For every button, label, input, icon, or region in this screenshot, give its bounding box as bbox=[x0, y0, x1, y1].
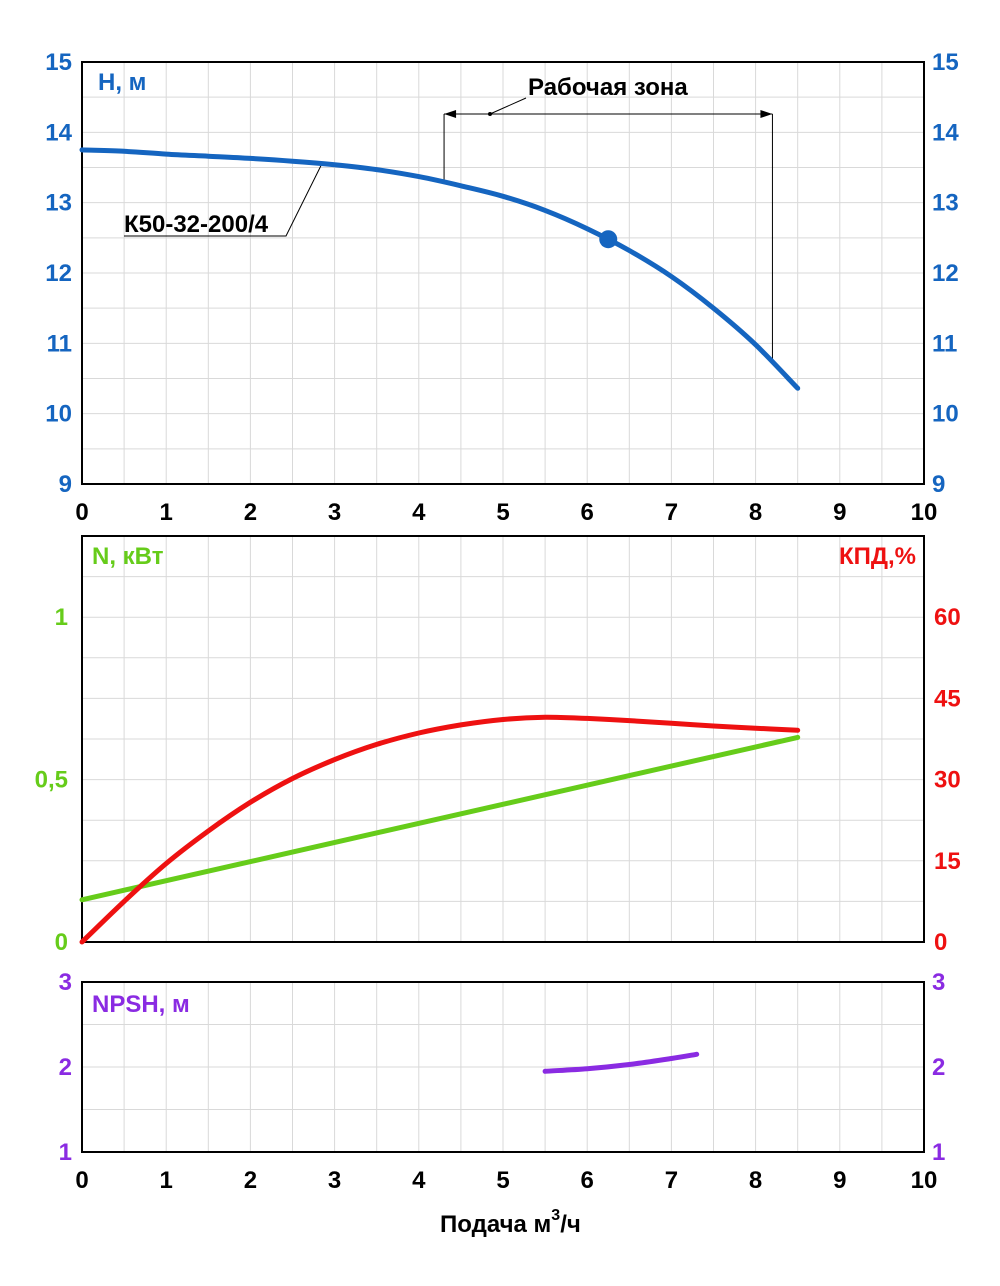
x-axis-title-superscript: 3 bbox=[551, 1207, 560, 1224]
head-panel-frame bbox=[81, 61, 925, 485]
head-y-tick-right: 10 bbox=[932, 401, 959, 428]
model-leader bbox=[124, 163, 323, 237]
npsh-axis-label: NPSH, м bbox=[92, 991, 190, 1018]
head-x-tick: 3 bbox=[328, 499, 341, 526]
head-y-tick-right: 11 bbox=[932, 330, 957, 357]
npsh-y-tick-right: 1 bbox=[932, 1139, 945, 1166]
working-zone-arrow-left bbox=[444, 110, 457, 118]
npsh-curve bbox=[542, 1051, 700, 1074]
npsh-panel: 1 12 23 30 1 2 3 4 5 6 7 8 9 10 NPSH, м bbox=[59, 969, 946, 1194]
head-x-tick: 2 bbox=[244, 499, 257, 526]
npsh-x-tick: 2 bbox=[244, 1167, 257, 1194]
head-y-tick-right: 12 bbox=[932, 260, 959, 287]
npsh-panel-frame bbox=[81, 981, 925, 1153]
head-y-tick-left: 12 bbox=[45, 260, 72, 287]
power-efficiency-panel: 0 0,5 1 0 15 30 45 60 N, кВт КПД,% bbox=[35, 535, 961, 956]
npsh-x-tick: 6 bbox=[581, 1167, 594, 1194]
head-y-tick-left: 11 bbox=[47, 330, 72, 357]
power-y-tick: 0 bbox=[55, 929, 68, 956]
head-x-tick: 4 bbox=[412, 499, 426, 526]
head-x-tick: 7 bbox=[665, 499, 678, 526]
head-y-tick-left: 15 bbox=[45, 49, 72, 76]
head-axis-label: H, м bbox=[98, 69, 146, 96]
npsh-y-tick-left: 3 bbox=[59, 969, 72, 996]
head-y-tick-right: 15 bbox=[932, 49, 959, 76]
npsh-x-tick: 3 bbox=[328, 1167, 341, 1194]
working-zone-leader bbox=[489, 97, 527, 115]
head-y-tick-left: 9 bbox=[59, 471, 72, 498]
head-y-tick-right: 14 bbox=[932, 119, 959, 146]
power-efficiency-panel-frame bbox=[81, 535, 925, 943]
efficiency-y-tick: 60 bbox=[934, 604, 961, 631]
npsh-x-tick: 0 bbox=[75, 1167, 88, 1194]
npsh-y-tick-left: 1 bbox=[59, 1139, 72, 1166]
npsh-x-tick: 9 bbox=[833, 1167, 846, 1194]
working-zone-arrow-right bbox=[760, 110, 773, 118]
efficiency-y-tick: 15 bbox=[934, 848, 961, 875]
working-zone-label: Рабочая зона bbox=[528, 74, 688, 101]
npsh-x-tick: 8 bbox=[749, 1167, 762, 1194]
power-curve bbox=[79, 734, 801, 903]
head-x-tick: 1 bbox=[160, 499, 173, 526]
head-y-tick-right: 9 bbox=[932, 471, 945, 498]
npsh-x-tick: 4 bbox=[412, 1167, 426, 1194]
head-curve bbox=[79, 147, 801, 391]
power-y-tick: 1 bbox=[55, 604, 68, 631]
npsh-y-tick-right: 3 bbox=[932, 969, 945, 996]
efficiency-y-tick: 45 bbox=[934, 685, 961, 712]
npsh-x-tick: 7 bbox=[665, 1167, 678, 1194]
efficiency-axis-label: КПД,% bbox=[839, 543, 916, 570]
x-axis-title-main: Подача м bbox=[440, 1211, 551, 1238]
npsh-x-tick: 10 bbox=[911, 1167, 938, 1194]
head-x-tick: 9 bbox=[833, 499, 846, 526]
efficiency-y-tick: 0 bbox=[934, 929, 947, 956]
npsh-x-tick: 1 bbox=[160, 1167, 173, 1194]
head-x-tick: 10 bbox=[911, 499, 938, 526]
power-y-tick: 0,5 bbox=[35, 767, 68, 794]
power-axis-label: N, кВт bbox=[92, 543, 164, 570]
x-axis-title: Подача м3/ч bbox=[440, 1207, 581, 1238]
x-axis-title-tail: /ч bbox=[560, 1211, 581, 1238]
head-x-tick: 0 bbox=[75, 499, 88, 526]
model-label: К50-32-200/4 bbox=[124, 211, 269, 238]
npsh-x-tick: 5 bbox=[496, 1167, 509, 1194]
head-y-tick-left: 10 bbox=[45, 401, 72, 428]
npsh-y-tick-right: 2 bbox=[932, 1054, 945, 1081]
head-y-tick-left: 14 bbox=[45, 119, 72, 146]
head-y-tick-right: 13 bbox=[932, 190, 959, 217]
head-x-tick: 6 bbox=[581, 499, 594, 526]
head-x-tick: 5 bbox=[496, 499, 509, 526]
head-x-tick: 8 bbox=[749, 499, 762, 526]
head-y-tick-left: 13 bbox=[45, 190, 72, 217]
efficiency-curve bbox=[79, 714, 801, 945]
efficiency-y-tick: 30 bbox=[934, 767, 961, 794]
npsh-y-tick-left: 2 bbox=[59, 1054, 72, 1081]
operating-point bbox=[599, 230, 618, 249]
working-zone-leader-dot bbox=[488, 112, 492, 116]
